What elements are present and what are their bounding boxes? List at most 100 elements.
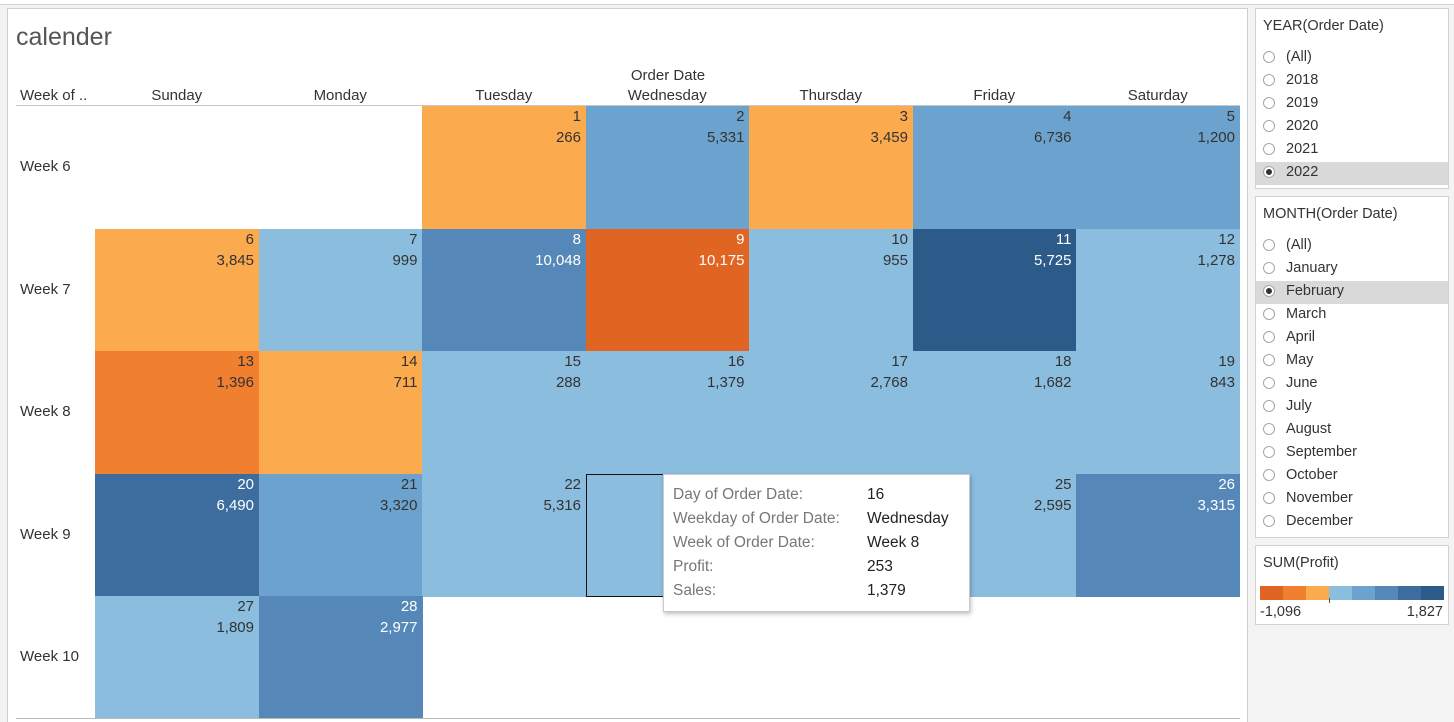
year-option[interactable]: (All) [1256, 47, 1448, 70]
year-option[interactable]: 2021 [1256, 139, 1448, 162]
calendar-cell[interactable]: 1 266 [422, 106, 586, 229]
radio-button-icon[interactable] [1263, 446, 1275, 458]
sales-value: 1,682 [1033, 374, 1072, 391]
tooltip: Day of Order Date: 16 Weekday of Order Dat… [663, 474, 970, 612]
calendar-cell[interactable]: 19 843 [1076, 351, 1240, 474]
sales-value: 3,459 [870, 129, 908, 146]
calendar-cell[interactable]: 11 5,725 [912, 228, 1077, 352]
sales-value: 711 [393, 374, 418, 391]
month-option-label: December [1286, 513, 1353, 529]
day-number: 11 [1055, 230, 1072, 248]
radio-button-icon[interactable] [1263, 239, 1275, 251]
calendar-cell[interactable]: 12 1,278 [1076, 228, 1240, 352]
radio-button-icon[interactable] [1263, 331, 1275, 343]
calendar-cell[interactable]: 2 5,331 [585, 106, 750, 229]
calendar-cell[interactable]: 13 1,396 [95, 351, 259, 474]
month-option[interactable]: January [1256, 258, 1448, 281]
calendar-cell[interactable]: 22 5,316 [422, 473, 586, 597]
column-header-3: Wednesday [627, 87, 707, 104]
radio-button-icon[interactable] [1263, 469, 1275, 481]
calendar-cell[interactable]: 6 3,845 [95, 228, 259, 352]
calendar-cell[interactable]: 16 1,379 [585, 351, 750, 474]
day-number: 7 [409, 230, 418, 248]
legend-color-step [1283, 586, 1306, 600]
week-label-3: Week 9 [20, 525, 71, 543]
radio-button-icon[interactable] [1263, 400, 1275, 412]
month-option[interactable]: April [1256, 327, 1448, 350]
radio-button-icon[interactable] [1263, 97, 1275, 109]
tooltip-key: Weekday of Order Date: [673, 510, 840, 527]
radio-button-icon[interactable] [1263, 143, 1275, 155]
calendar-cell[interactable]: 28 2,977 [258, 596, 423, 719]
month-option[interactable]: March [1256, 304, 1448, 327]
calendar-cell[interactable]: 18 1,682 [912, 351, 1077, 474]
sales-value: 843 [1209, 374, 1235, 391]
month-option[interactable]: February [1256, 281, 1448, 304]
month-option[interactable]: May [1256, 350, 1448, 373]
radio-button-icon[interactable] [1263, 120, 1275, 132]
radio-button-icon[interactable] [1263, 377, 1275, 389]
sales-value: 999 [392, 251, 418, 269]
tooltip-key: Sales: [673, 582, 717, 599]
radio-button-icon[interactable] [1263, 285, 1275, 297]
column-header-2: Tuesday [475, 87, 533, 104]
radio-button-icon[interactable] [1263, 74, 1275, 86]
calendar-cell[interactable]: 7 999 [258, 228, 423, 352]
month-option[interactable]: August [1256, 419, 1448, 442]
year-option[interactable]: 2019 [1256, 93, 1448, 116]
tooltip-key: Day of Order Date: [673, 486, 804, 503]
radio-button-icon[interactable] [1263, 423, 1275, 435]
day-number: 13 [237, 353, 254, 370]
month-option-label: (All) [1286, 237, 1312, 253]
legend-color-step [1260, 586, 1283, 600]
calendar-cell[interactable]: 10 955 [749, 228, 913, 352]
worksheet-title: calender [16, 23, 112, 51]
month-option[interactable]: (All) [1256, 235, 1448, 258]
radio-button-icon[interactable] [1263, 492, 1275, 504]
calendar-cell[interactable]: 14 711 [258, 351, 423, 474]
calendar-cell[interactable]: 5 1,200 [1076, 106, 1240, 229]
radio-button-icon[interactable] [1263, 166, 1275, 178]
radio-button-icon[interactable] [1263, 51, 1275, 63]
radio-button-icon[interactable] [1263, 262, 1275, 274]
month-option[interactable]: September [1256, 442, 1448, 465]
day-number: 5 [1226, 108, 1235, 125]
calendar-cell[interactable]: 15 288 [422, 351, 586, 474]
calendar-cell[interactable]: 4 6,736 [912, 106, 1077, 229]
day-number: 2 [736, 108, 745, 125]
calendar-cell[interactable]: 3 3,459 [749, 106, 913, 229]
legend-color-step [1398, 586, 1421, 600]
calendar-cell[interactable]: 17 2,768 [749, 351, 913, 474]
column-header-0: Sunday [151, 87, 203, 104]
calendar-cell[interactable]: 9 10,175 [585, 228, 750, 352]
radio-button-icon[interactable] [1263, 515, 1275, 527]
month-option[interactable]: July [1256, 396, 1448, 419]
month-option-label: November [1286, 490, 1353, 506]
year-option-label: 2020 [1286, 118, 1319, 134]
year-option-label: 2022 [1286, 164, 1319, 180]
tooltip-value: Week 8 [867, 534, 920, 551]
tooltip-row: Day of Order Date: 16 [673, 486, 884, 504]
row-header-week[interactable]: Week of .. [20, 87, 88, 104]
year-option[interactable]: 2018 [1256, 70, 1448, 93]
top-strip [0, 0, 1454, 5]
calendar-cell[interactable]: 8 10,048 [422, 228, 586, 352]
calendar-cell[interactable]: 27 1,809 [95, 596, 259, 719]
year-filter-panel: YEAR(Order Date) (All) 2018 2019 2020 2021 20… [1255, 8, 1449, 189]
year-option-label: 2018 [1286, 72, 1319, 88]
year-filter-title: YEAR(Order Date) [1263, 18, 1384, 34]
legend-color-step [1375, 586, 1398, 600]
month-option[interactable]: June [1256, 373, 1448, 396]
radio-button-icon[interactable] [1263, 308, 1275, 320]
calendar-cell[interactable]: 20 6,490 [95, 473, 259, 597]
month-option[interactable]: December [1256, 511, 1448, 534]
radio-button-icon[interactable] [1263, 354, 1275, 366]
day-number: 16 [727, 353, 745, 370]
calendar-cell[interactable]: 26 3,315 [1076, 473, 1240, 597]
calendar-cell[interactable]: 21 3,320 [258, 473, 423, 597]
year-option[interactable]: 2020 [1256, 116, 1448, 139]
month-option[interactable]: October [1256, 465, 1448, 488]
month-option[interactable]: November [1256, 488, 1448, 511]
legend-zero-tick [1329, 598, 1330, 603]
year-option[interactable]: 2022 [1256, 162, 1448, 185]
